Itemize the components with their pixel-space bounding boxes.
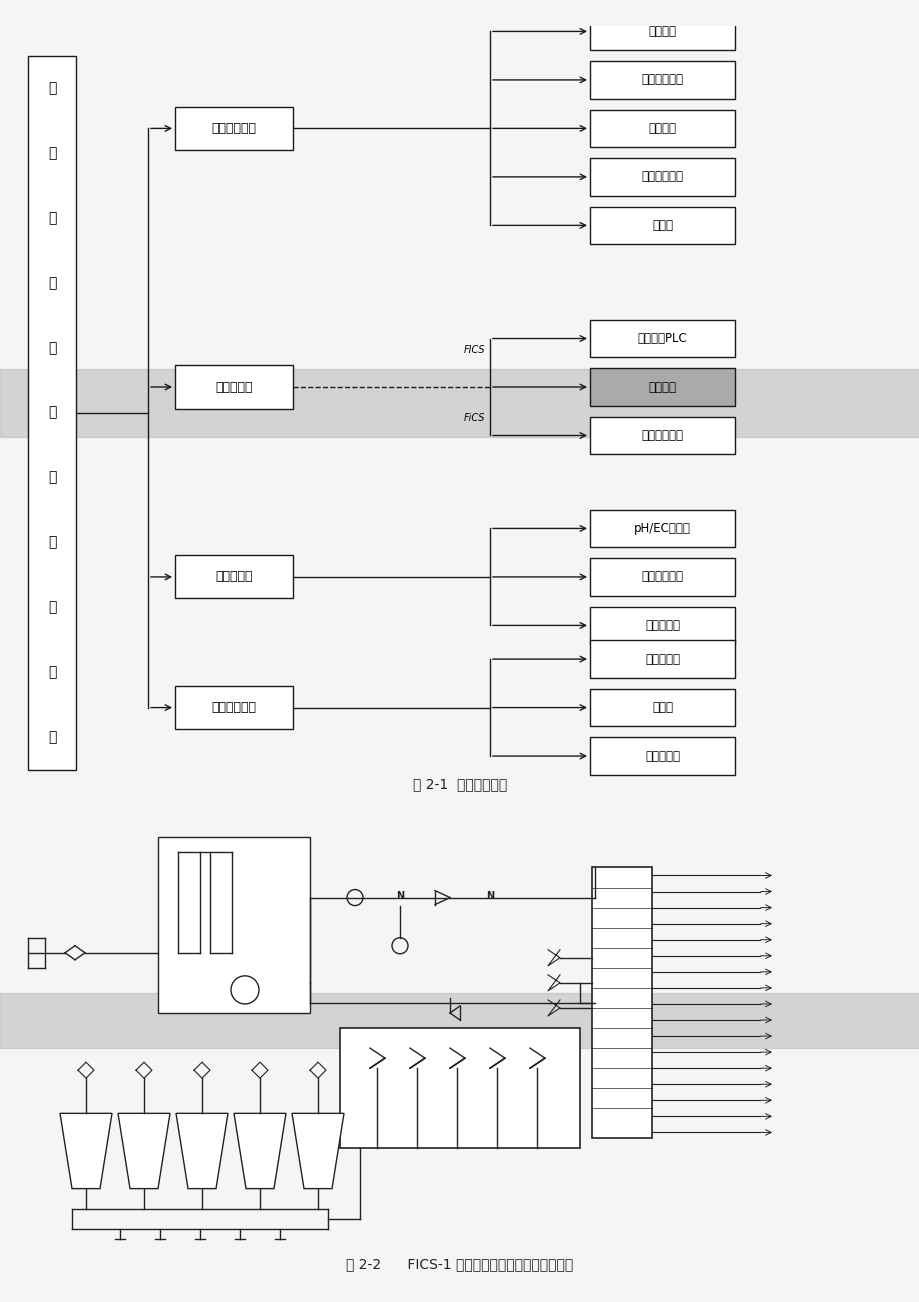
Text: 肥: 肥 [48, 406, 56, 419]
Text: FiCS: FiCS [463, 413, 484, 423]
Bar [589, 607, 734, 644]
Bar [589, 158, 734, 195]
Text: 过滤装置: 过滤装置 [648, 25, 675, 38]
Bar [589, 641, 734, 678]
Text: 灌: 灌 [48, 276, 56, 290]
Text: 施: 施 [48, 341, 56, 354]
Bar [589, 689, 734, 727]
Text: 智: 智 [48, 470, 56, 484]
Text: 营养液: 营养液 [652, 219, 673, 232]
Text: 滴: 滴 [48, 211, 56, 225]
Bar [175, 556, 292, 599]
Text: 室: 室 [48, 146, 56, 160]
Text: 触摸屏和PLC: 触摸屏和PLC [637, 332, 686, 345]
Bar [589, 737, 734, 775]
Polygon shape [60, 1113, 112, 1189]
Bar [175, 686, 292, 729]
Text: pH/EC传感器: pH/EC传感器 [633, 522, 690, 535]
Bar [175, 366, 292, 409]
Bar [0, 993, 919, 1048]
Bar [589, 320, 734, 357]
Text: 首部管路系统: 首部管路系统 [211, 122, 256, 135]
Text: 图 2-2      FICS-1 型温室滴灌施肥智能化控制系统: 图 2-2 FICS-1 型温室滴灌施肥智能化控制系统 [346, 1256, 573, 1271]
Bar [589, 61, 734, 99]
Polygon shape [118, 1113, 170, 1189]
Bar [589, 509, 734, 547]
Bar [589, 109, 734, 147]
Bar [589, 417, 734, 454]
Text: 其他传感器: 其他传感器 [644, 618, 679, 631]
Text: 工控机和板卡: 工控机和板卡 [641, 428, 683, 441]
Text: FICS: FICS [463, 345, 484, 354]
Text: 土壤水势传感: 土壤水势传感 [641, 570, 683, 583]
Text: 控制计算机: 控制计算机 [215, 380, 253, 393]
Text: 控制软件: 控制软件 [648, 380, 675, 393]
Text: 田间电磁阀: 田间电磁阀 [644, 750, 679, 763]
Bar [0, 370, 919, 437]
Text: 计量设备: 计量设备 [648, 122, 675, 135]
Text: 图 2-1  系统构成框图: 图 2-1 系统构成框图 [413, 777, 506, 792]
Text: 干、支管道: 干、支管道 [644, 652, 679, 665]
Text: 控: 控 [48, 665, 56, 680]
Text: 能: 能 [48, 535, 56, 549]
Polygon shape [233, 1113, 286, 1189]
Bar [158, 837, 310, 1013]
Text: 滴灌带: 滴灌带 [652, 700, 673, 713]
Bar [28, 56, 76, 769]
Text: 一次传感器: 一次传感器 [215, 570, 253, 583]
Bar [589, 207, 734, 245]
Bar [589, 13, 734, 51]
Bar [589, 559, 734, 596]
Text: N: N [485, 891, 494, 901]
Bar [175, 107, 292, 150]
Text: N: N [395, 891, 403, 901]
Text: 混肥控制管路: 混肥控制管路 [641, 171, 683, 184]
Text: 化: 化 [48, 600, 56, 615]
Bar [591, 867, 652, 1138]
Text: 田间滴灌系统: 田间滴灌系统 [211, 700, 256, 713]
Bar [340, 1029, 579, 1148]
Polygon shape [291, 1113, 344, 1189]
Bar [589, 368, 734, 406]
Polygon shape [176, 1113, 228, 1189]
Text: 温: 温 [48, 81, 56, 95]
Text: 灌溉控制管路: 灌溉控制管路 [641, 73, 683, 86]
Text: 制: 制 [48, 730, 56, 743]
